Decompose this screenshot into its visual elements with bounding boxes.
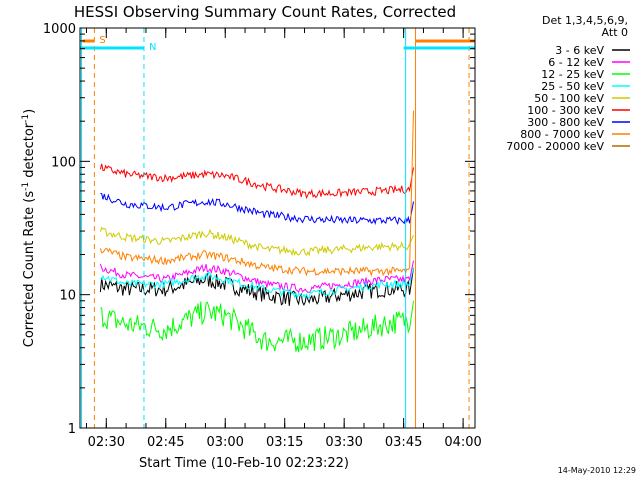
date-stamp: 14-May-2010 12:29 [558,466,636,475]
legend-entry-label: 300 - 800 keV [527,116,604,129]
chart-title: HESSI Observing Summary Count Rates, Cor… [74,3,456,21]
flag-layer: SN [80,28,475,428]
x-tick-label: 02:45 [147,435,184,450]
y-tick-label: 10 [59,289,76,304]
series-line [100,300,414,353]
y-axis: 1 10 100 1000 [43,22,475,437]
x-tick-label: 03:45 [385,435,422,450]
y-tick-label: 1000 [43,22,76,37]
legend-entry-label: 3 - 6 keV [555,44,604,57]
legend-entry-label: 800 - 7000 keV [520,128,604,141]
series-line [99,260,414,294]
legend-entry-label: 6 - 12 keV [548,56,604,69]
x-axis: 02:30 02:45 03:00 03:15 03:30 03:45 04:00 [85,28,482,450]
plot-frame [79,27,476,429]
series-layer [99,110,414,353]
series-line [99,163,414,200]
x-tick-label: 04:00 [444,435,481,450]
x-tick-label: 03:30 [325,435,362,450]
series-line [99,110,414,277]
y-tick-label: 1 [68,422,76,437]
legend-header-attenuator: Att 0 [602,26,628,39]
x-tick-label: 02:30 [88,435,125,450]
series-line [100,267,414,300]
y-axis-label: Corrected Count Rate (s-1 detector-1) [21,109,37,347]
series-line [100,192,414,226]
x-tick-label: 03:15 [266,435,303,450]
series-line [99,226,414,257]
legend-entry-label: 100 - 300 keV [527,104,604,117]
flag-label: S [99,35,105,46]
series-line [99,267,414,307]
legend-entry-label: 12 - 25 keV [541,68,604,81]
flag-label: N [149,42,156,53]
legend-entry-label: 25 - 50 keV [541,80,604,93]
y-tick-label: 100 [51,155,76,170]
legend-header-detectors: Det 1,3,4,5,6,9, [542,14,628,27]
x-axis-label: Start Time (10-Feb-10 02:23:22) [139,456,349,471]
legend-entry-label: 7000 - 20000 keV [506,140,604,153]
x-tick-label: 03:00 [206,435,243,450]
legend-entry-label: 50 - 100 keV [534,92,604,105]
